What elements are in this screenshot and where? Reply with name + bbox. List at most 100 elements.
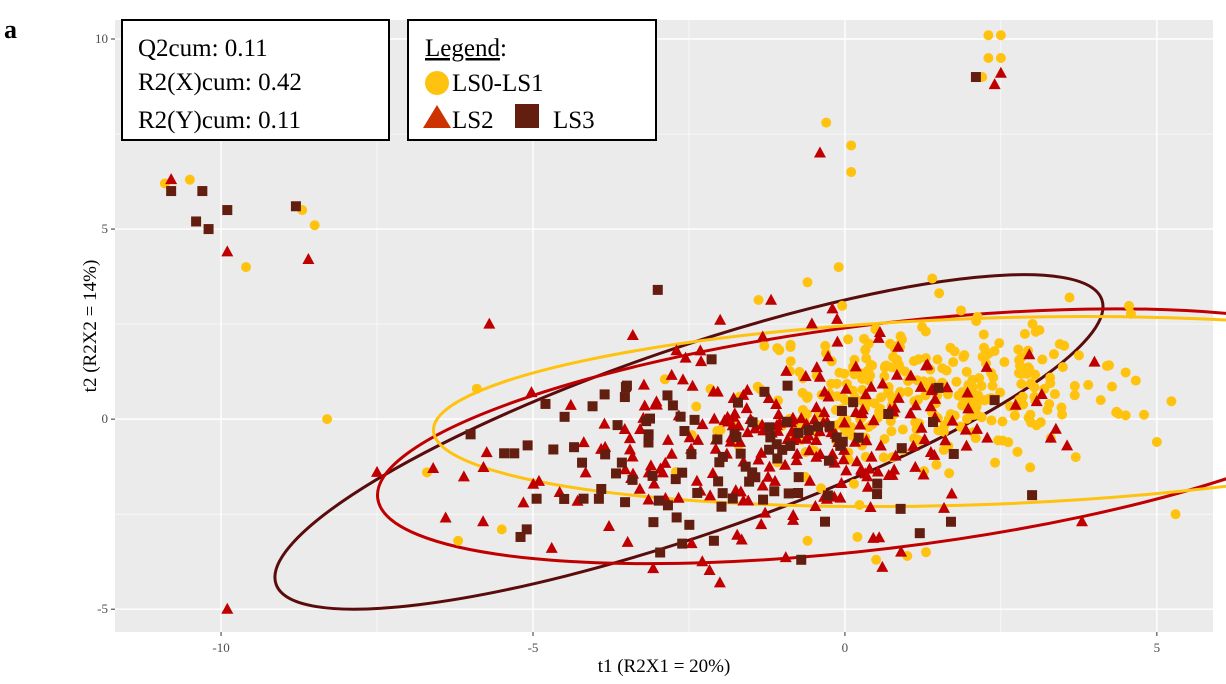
point-ls3: [652, 284, 663, 295]
point-ls01: [1045, 378, 1056, 389]
point-ls2: [865, 380, 878, 392]
point-ls2: [904, 369, 917, 381]
point-ls2: [709, 442, 722, 454]
point-ls2: [859, 388, 872, 400]
point-ls2: [726, 419, 739, 431]
point-ls2: [874, 439, 887, 451]
point-ls3: [499, 448, 510, 459]
point-ls3: [872, 489, 883, 500]
point-ls01: [983, 348, 994, 359]
point-ls3: [599, 389, 610, 400]
point-ls2: [648, 477, 661, 489]
point-ls01: [1101, 360, 1112, 371]
x-axis-title: t1 (R2X1 = 20%): [598, 656, 731, 677]
point-ls01: [949, 346, 960, 357]
point-ls3: [655, 547, 666, 558]
point-ls2: [165, 173, 178, 185]
point-ls2: [618, 423, 631, 435]
confidence-ellipse-ls3: [273, 273, 1105, 611]
point-ls01: [1014, 360, 1025, 371]
point-ls2: [769, 474, 782, 486]
point-ls2: [683, 431, 696, 443]
point-ls01: [1025, 409, 1036, 420]
q2cum-text: Q2cum: 0.11: [138, 35, 268, 62]
point-ls2: [735, 533, 748, 545]
point-ls3: [769, 486, 780, 497]
point-ls2: [929, 392, 942, 404]
point-ls2: [564, 398, 577, 410]
point-ls01: [932, 354, 943, 365]
point-ls3: [569, 442, 580, 453]
point-ls01: [892, 354, 903, 365]
point-ls2: [826, 302, 839, 314]
point-ls3: [771, 439, 782, 450]
point-ls3: [848, 397, 859, 408]
point-ls01: [854, 499, 865, 510]
point-ls2: [517, 496, 530, 508]
point-ls3: [531, 493, 542, 504]
point-ls2: [810, 401, 823, 413]
point-ls01: [958, 352, 969, 363]
point-ls01: [1106, 381, 1117, 392]
point-ls3: [835, 440, 846, 451]
point-ls2: [790, 454, 803, 466]
point-ls01: [802, 391, 813, 402]
point-ls01: [1042, 405, 1053, 416]
point-ls3: [521, 524, 532, 535]
point-ls2: [721, 410, 734, 422]
point-ls01: [995, 53, 1006, 64]
point-ls3: [222, 205, 233, 216]
point-ls3: [785, 440, 796, 451]
point-ls01: [974, 373, 985, 384]
legend-title-word: Legend: [425, 35, 500, 62]
point-ls3: [883, 409, 894, 420]
point-ls01: [1054, 339, 1065, 350]
point-ls01: [934, 288, 945, 299]
point-ls2: [647, 562, 660, 574]
legend-frame: [407, 19, 657, 141]
point-ls3: [781, 416, 792, 427]
point-ls01: [184, 174, 195, 185]
point-ls01: [852, 531, 863, 542]
point-ls01: [913, 354, 924, 365]
x-tick-label: -10: [212, 640, 229, 655]
point-ls01: [879, 433, 890, 444]
point-ls01: [309, 220, 320, 231]
point-ls2: [619, 463, 632, 475]
point-ls01: [951, 376, 962, 387]
point-ls3: [667, 400, 678, 411]
point-ls2: [439, 511, 452, 523]
y-tick-label: 0: [102, 411, 109, 426]
point-ls2: [915, 421, 928, 433]
point-ls2: [779, 458, 792, 470]
point-ls01: [1030, 326, 1041, 337]
point-ls2: [686, 379, 699, 391]
point-ls01: [785, 356, 796, 367]
point-ls2: [579, 466, 592, 478]
point-ls3: [782, 380, 793, 391]
point-ls2: [713, 576, 726, 588]
point-ls01: [956, 305, 967, 316]
point-ls2: [637, 378, 650, 390]
point-ls3: [671, 512, 682, 523]
point-ls2: [672, 491, 685, 503]
point-ls2: [890, 368, 903, 380]
point-ls01: [1125, 308, 1136, 319]
point-ls3: [989, 395, 1000, 406]
point-ls3: [765, 432, 776, 443]
point-ls3: [692, 487, 703, 498]
point-ls01: [861, 353, 872, 364]
point-ls2: [920, 359, 933, 371]
point-ls01: [900, 366, 911, 377]
point-ls3: [662, 500, 673, 511]
point-ls2: [1049, 422, 1062, 434]
point-ls2: [822, 350, 835, 362]
point-ls01: [990, 457, 1001, 468]
point-ls01: [983, 53, 994, 64]
point-ls2: [941, 381, 954, 393]
point-ls3: [684, 519, 695, 530]
point-ls2: [1035, 388, 1048, 400]
point-ls2: [981, 431, 994, 443]
point-ls2: [599, 440, 612, 452]
